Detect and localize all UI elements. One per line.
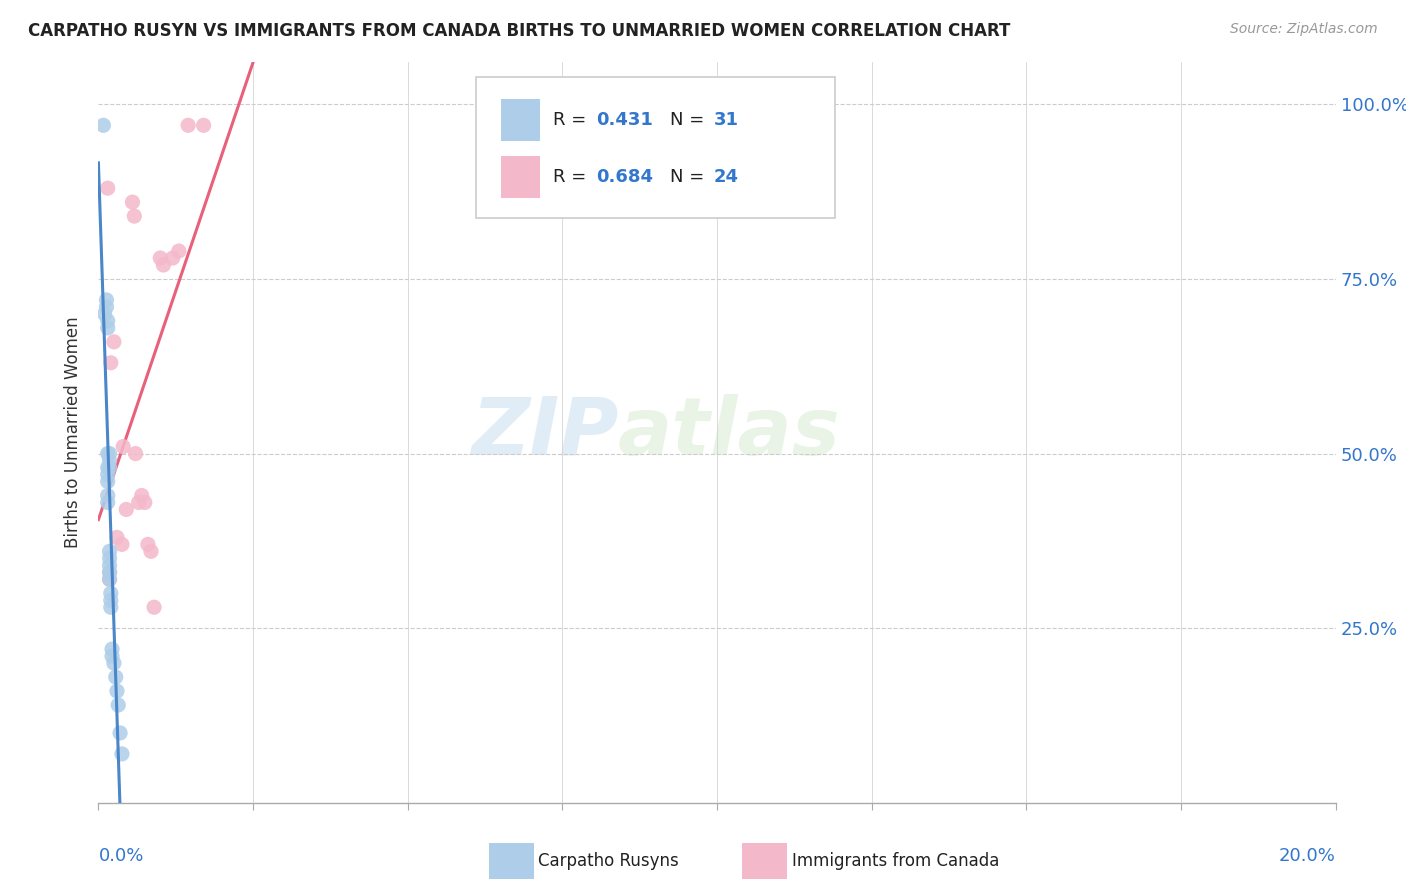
Point bbox=[98, 572, 121, 586]
FancyBboxPatch shape bbox=[501, 99, 540, 141]
Point bbox=[108, 726, 131, 740]
Text: 0.431: 0.431 bbox=[596, 112, 652, 129]
Point bbox=[105, 684, 128, 698]
Point bbox=[115, 502, 138, 516]
Point bbox=[101, 649, 124, 664]
Point bbox=[136, 537, 159, 551]
Point bbox=[193, 118, 215, 132]
Point bbox=[104, 670, 127, 684]
Point bbox=[124, 446, 146, 460]
Point bbox=[98, 551, 121, 566]
Text: ZIP: ZIP bbox=[471, 393, 619, 472]
Point bbox=[100, 600, 122, 615]
Point bbox=[93, 307, 115, 321]
Point bbox=[98, 572, 121, 586]
Text: 31: 31 bbox=[713, 112, 738, 129]
Point bbox=[131, 488, 153, 502]
Point bbox=[97, 446, 120, 460]
Point bbox=[162, 251, 184, 265]
Text: 0.684: 0.684 bbox=[596, 169, 652, 186]
Text: 24: 24 bbox=[713, 169, 738, 186]
Text: 0.0%: 0.0% bbox=[98, 847, 143, 865]
Point bbox=[97, 488, 120, 502]
Point bbox=[98, 566, 121, 580]
Point bbox=[121, 195, 143, 210]
FancyBboxPatch shape bbox=[475, 78, 835, 218]
Point bbox=[97, 495, 120, 509]
Point bbox=[96, 300, 118, 314]
Point bbox=[103, 334, 125, 349]
Point bbox=[107, 698, 129, 712]
Point bbox=[112, 440, 135, 454]
Text: CARPATHO RUSYN VS IMMIGRANTS FROM CANADA BIRTHS TO UNMARRIED WOMEN CORRELATION C: CARPATHO RUSYN VS IMMIGRANTS FROM CANADA… bbox=[28, 22, 1011, 40]
Point bbox=[98, 453, 121, 467]
Point bbox=[124, 209, 146, 223]
Point bbox=[93, 118, 115, 132]
Point bbox=[97, 475, 120, 489]
Text: N =: N = bbox=[671, 169, 710, 186]
Point bbox=[98, 460, 121, 475]
Point bbox=[134, 495, 156, 509]
Point bbox=[177, 118, 200, 132]
Text: R =: R = bbox=[553, 169, 592, 186]
Point bbox=[139, 544, 162, 558]
Point bbox=[98, 544, 121, 558]
Text: Carpatho Rusyns: Carpatho Rusyns bbox=[538, 852, 679, 870]
Point bbox=[167, 244, 190, 258]
Point bbox=[111, 537, 134, 551]
Text: Source: ZipAtlas.com: Source: ZipAtlas.com bbox=[1230, 22, 1378, 37]
Point bbox=[97, 460, 120, 475]
Point bbox=[143, 600, 166, 615]
Point bbox=[149, 251, 172, 265]
Point bbox=[98, 558, 121, 573]
Point bbox=[152, 258, 174, 272]
Point bbox=[105, 530, 128, 544]
Point bbox=[97, 467, 120, 482]
Point bbox=[100, 586, 122, 600]
Point bbox=[97, 181, 120, 195]
Y-axis label: Births to Unmarried Women: Births to Unmarried Women bbox=[63, 317, 82, 549]
Point bbox=[103, 656, 125, 670]
Point bbox=[101, 642, 124, 657]
Text: N =: N = bbox=[671, 112, 710, 129]
FancyBboxPatch shape bbox=[501, 156, 540, 198]
Point bbox=[98, 446, 121, 460]
Point bbox=[98, 566, 121, 580]
Text: atlas: atlas bbox=[619, 393, 841, 472]
Point bbox=[97, 321, 120, 335]
Text: R =: R = bbox=[553, 112, 592, 129]
Text: Immigrants from Canada: Immigrants from Canada bbox=[792, 852, 998, 870]
Point bbox=[96, 293, 118, 307]
Point bbox=[100, 593, 122, 607]
Text: 20.0%: 20.0% bbox=[1279, 847, 1336, 865]
Point bbox=[97, 314, 120, 328]
Point bbox=[128, 495, 150, 509]
Point bbox=[111, 747, 134, 761]
Point bbox=[100, 356, 122, 370]
